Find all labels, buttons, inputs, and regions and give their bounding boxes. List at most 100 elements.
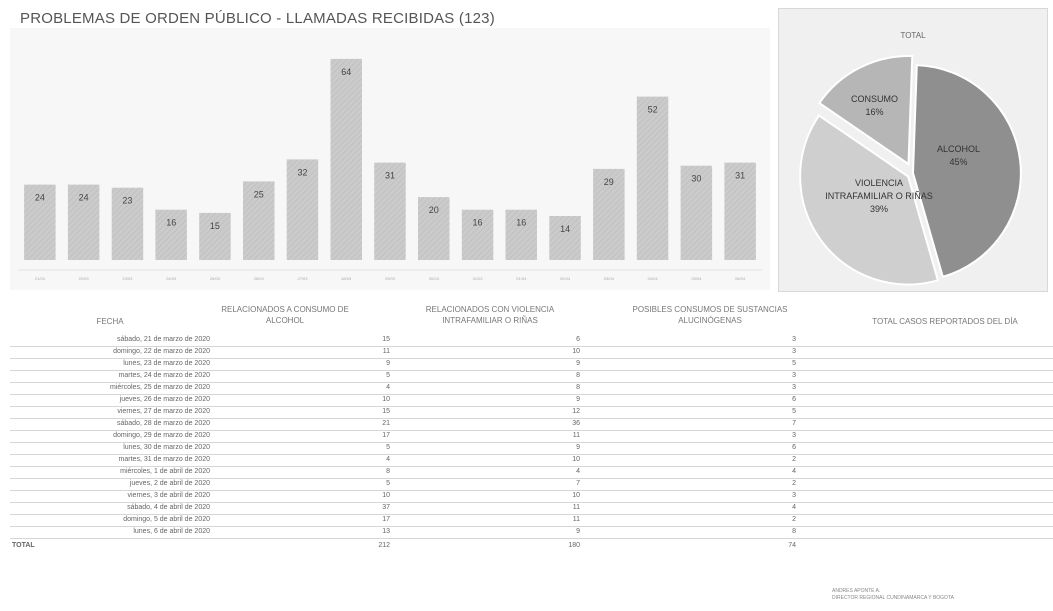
pie-label-violencia: VIOLENCIA INTRAFAMILIAR O RIÑAS 39% bbox=[823, 177, 935, 216]
pie-label-violencia-name: VIOLENCIA INTRAFAMILIAR O RIÑAS bbox=[825, 178, 933, 201]
bar-chart-svg: 24 21/03 24 22/03 23 23/03 16 24/03 15 25/03 25 26/… bbox=[18, 58, 762, 281]
x-tick-label-7: 28/03 bbox=[341, 276, 352, 281]
violencia-cell: 4 bbox=[576, 468, 580, 475]
table-row: miércoles, 25 de marzo de 2020 4 8 3 bbox=[10, 382, 1053, 395]
violencia-cell: 9 bbox=[576, 360, 580, 367]
bar-3 bbox=[155, 209, 187, 260]
consumo-cell: 4 bbox=[792, 468, 796, 475]
alcohol-cell: 11 bbox=[382, 348, 390, 355]
alcohol-cell: 17 bbox=[382, 432, 390, 439]
date-cell: martes, 24 de marzo de 2020 bbox=[118, 372, 210, 379]
alcohol-cell: 8 bbox=[386, 468, 390, 475]
x-tick-label-8: 29/03 bbox=[385, 276, 396, 281]
total-alcohol: 212 bbox=[378, 542, 390, 549]
x-tick-label-5: 26/03 bbox=[254, 276, 265, 281]
consumo-cell: 5 bbox=[792, 360, 796, 367]
consumo-cell: 3 bbox=[792, 384, 796, 391]
consumo-cell: 3 bbox=[792, 372, 796, 379]
date-cell: martes, 31 de marzo de 2020 bbox=[118, 456, 210, 463]
header-violencia: RELACIONADOS CON VIOLENCIA INTRAFAMILIAR… bbox=[425, 305, 555, 325]
x-tick-label-14: 04/04 bbox=[648, 276, 659, 281]
table-row: lunes, 23 de marzo de 2020 9 9 5 bbox=[10, 358, 1053, 371]
bar-value-label-14: 52 bbox=[648, 105, 658, 115]
bar-value-label-2: 23 bbox=[122, 196, 132, 206]
x-tick-label-9: 30/03 bbox=[429, 276, 440, 281]
violencia-cell: 6 bbox=[576, 336, 580, 343]
table-total-row: TOTAL 212 180 74 bbox=[10, 540, 1053, 552]
x-tick-label-2: 23/03 bbox=[122, 276, 133, 281]
date-cell: lunes, 6 de abril de 2020 bbox=[133, 528, 210, 535]
table-row: domingo, 22 de marzo de 2020 11 10 3 bbox=[10, 346, 1053, 359]
table-row: jueves, 2 de abril de 2020 5 7 2 bbox=[10, 478, 1053, 491]
bar-11 bbox=[505, 209, 537, 260]
table-row: sábado, 28 de marzo de 2020 21 36 7 bbox=[10, 418, 1053, 431]
pie-chart-svg bbox=[799, 55, 1022, 286]
pie-slice-2 bbox=[818, 55, 914, 166]
alcohol-cell: 5 bbox=[386, 444, 390, 451]
total-label: TOTAL bbox=[12, 542, 35, 549]
date-cell: sábado, 4 de abril de 2020 bbox=[127, 504, 210, 511]
bar-value-label-8: 31 bbox=[385, 171, 395, 181]
header-consumo: POSIBLES CONSUMOS DE SUSTANCIAS ALUCINÓG… bbox=[632, 305, 788, 325]
alcohol-cell: 17 bbox=[382, 516, 390, 523]
bar-value-label-11: 16 bbox=[516, 218, 526, 228]
violencia-cell: 11 bbox=[572, 504, 580, 511]
violencia-cell: 10 bbox=[572, 492, 580, 499]
date-cell: lunes, 23 de marzo de 2020 bbox=[123, 360, 210, 367]
date-cell: jueves, 26 de marzo de 2020 bbox=[119, 396, 210, 403]
bar-15 bbox=[680, 165, 713, 260]
bar-1 bbox=[67, 184, 100, 260]
x-tick-label-1: 22/03 bbox=[79, 276, 90, 281]
bar-16 bbox=[724, 162, 756, 260]
bar-2 bbox=[111, 187, 144, 260]
violencia-cell: 36 bbox=[572, 420, 580, 427]
alcohol-cell: 13 bbox=[382, 528, 390, 535]
alcohol-cell: 21 bbox=[382, 420, 390, 427]
consumo-cell: 3 bbox=[792, 348, 796, 355]
pie-label-consumo-percent: 16% bbox=[865, 107, 884, 117]
table-row: martes, 24 de marzo de 2020 5 8 3 bbox=[10, 370, 1053, 383]
bar-5 bbox=[243, 181, 275, 260]
date-cell: domingo, 5 de abril de 2020 bbox=[123, 516, 210, 523]
bar-value-label-13: 29 bbox=[604, 177, 614, 187]
date-cell: jueves, 2 de abril de 2020 bbox=[129, 480, 210, 487]
bar-value-label-16: 31 bbox=[735, 171, 745, 181]
alcohol-cell: 4 bbox=[386, 384, 390, 391]
consumo-cell: 5 bbox=[792, 408, 796, 415]
table-row: lunes, 6 de abril de 2020 13 9 8 bbox=[10, 526, 1053, 539]
bar-0 bbox=[24, 184, 56, 260]
x-tick-label-0: 21/03 bbox=[35, 276, 46, 281]
alcohol-cell: 5 bbox=[386, 480, 390, 487]
pie-chart-panel: TOTAL ALCOHOL 45% VIOLENCIA INTRAFAMILIA… bbox=[778, 8, 1048, 292]
table-row: martes, 31 de marzo de 2020 4 10 2 bbox=[10, 454, 1053, 467]
table-row: viernes, 3 de abril de 2020 10 10 3 bbox=[10, 490, 1053, 503]
alcohol-cell: 15 bbox=[382, 408, 390, 415]
pie-slice-0 bbox=[911, 64, 1022, 279]
consumo-cell: 8 bbox=[792, 528, 796, 535]
bar-14 bbox=[636, 96, 669, 260]
date-cell: domingo, 22 de marzo de 2020 bbox=[113, 348, 210, 355]
pie-label-alcohol-percent: 45% bbox=[949, 157, 968, 167]
consumo-cell: 2 bbox=[792, 516, 796, 523]
bar-10 bbox=[461, 209, 494, 260]
pie-label-alcohol-name: ALCOHOL bbox=[937, 144, 981, 154]
bar-value-label-0: 24 bbox=[35, 193, 45, 203]
bar-value-label-4: 15 bbox=[210, 221, 220, 231]
alcohol-cell: 10 bbox=[382, 396, 390, 403]
alcohol-cell: 9 bbox=[386, 360, 390, 367]
violencia-cell: 8 bbox=[576, 384, 580, 391]
total-consumo: 74 bbox=[788, 542, 796, 549]
x-tick-label-4: 25/03 bbox=[210, 276, 221, 281]
bar-value-label-3: 16 bbox=[166, 218, 176, 228]
x-tick-label-12: 02/04 bbox=[560, 276, 571, 281]
table-row: lunes, 30 de marzo de 2020 5 9 6 bbox=[10, 442, 1053, 455]
x-tick-label-15: 05/04 bbox=[691, 276, 702, 281]
consumo-cell: 7 bbox=[792, 420, 796, 427]
consumo-cell: 6 bbox=[792, 444, 796, 451]
bar-value-label-7: 64 bbox=[341, 67, 351, 77]
consumo-cell: 3 bbox=[792, 492, 796, 499]
consumo-cell: 2 bbox=[792, 456, 796, 463]
violencia-cell: 10 bbox=[572, 348, 580, 355]
pie-chart-title: TOTAL bbox=[900, 31, 926, 40]
x-tick-label-10: 31/03 bbox=[472, 276, 483, 281]
